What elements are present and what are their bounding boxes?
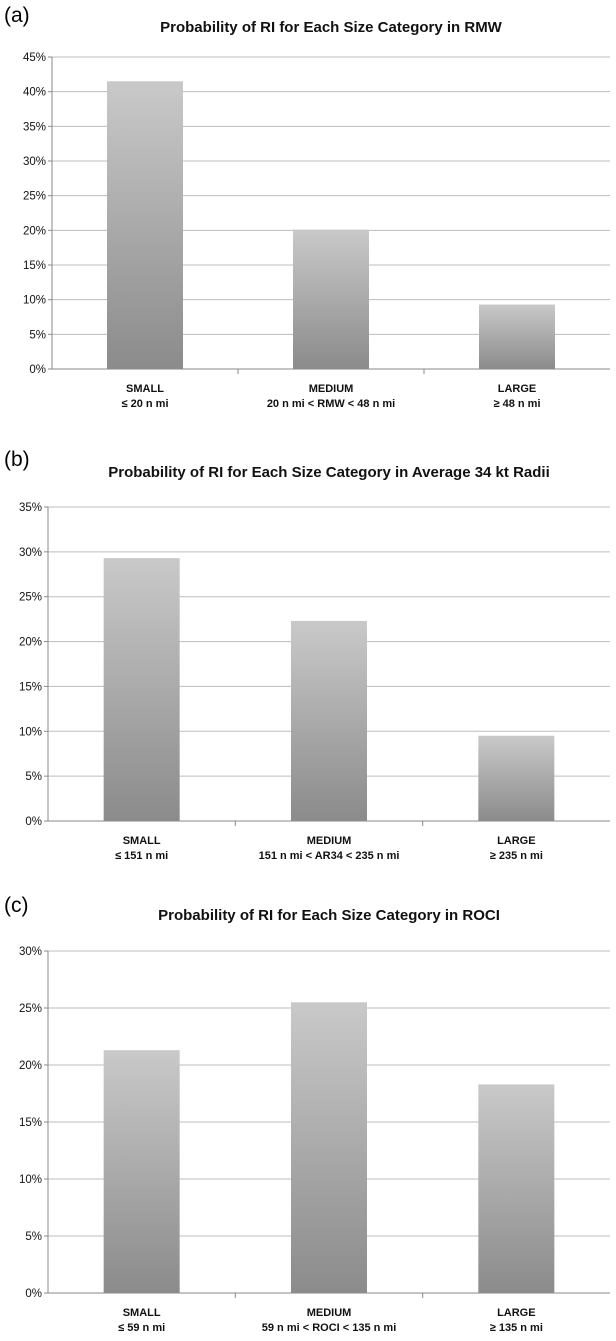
y-tick-label: 40% <box>23 87 46 99</box>
bar-small <box>107 81 183 370</box>
bar-large <box>479 304 555 369</box>
chart-title: Probability of RI for Each Size Category… <box>158 907 500 924</box>
bar-medium <box>291 620 367 821</box>
panel-label: (b) <box>4 448 30 471</box>
bar-large <box>478 1084 555 1293</box>
bar-small <box>103 558 180 821</box>
x-category-sublabel: 20 n mi < RMW < 48 n mi <box>267 398 395 410</box>
x-category-sublabel: ≤ 59 n mi <box>118 1322 165 1334</box>
x-category-label: LARGE <box>497 1307 536 1319</box>
y-tick-label: 10% <box>23 295 46 307</box>
y-tick-label: 30% <box>19 946 42 958</box>
y-tick-label: 35% <box>23 121 46 133</box>
y-tick-label: 0% <box>29 364 46 376</box>
panel-label: (a) <box>4 4 30 27</box>
y-tick-label: 25% <box>23 191 46 203</box>
y-tick-label: 0% <box>25 1288 42 1300</box>
y-tick-label: 10% <box>19 1174 42 1186</box>
x-category-sublabel: 151 n mi < AR34 < 235 n mi <box>259 850 400 862</box>
x-category-label: MEDIUM <box>309 383 354 395</box>
x-category-sublabel: ≥ 135 n mi <box>490 1322 543 1334</box>
x-category-label: LARGE <box>497 835 536 847</box>
x-category-label: SMALL <box>126 383 164 395</box>
y-tick-label: 5% <box>25 1231 42 1243</box>
y-tick-label: 5% <box>29 329 46 341</box>
chart-panel-1: (a) Probability of RI for Each Size Categ… <box>4 4 610 410</box>
x-category-sublabel: 59 n mi < ROCI < 135 n mi <box>262 1322 397 1334</box>
bar-large <box>478 735 555 821</box>
y-tick-label: 10% <box>19 726 42 738</box>
bar-medium <box>291 1002 367 1293</box>
x-category-label: MEDIUM <box>307 1307 352 1319</box>
y-tick-label: 25% <box>19 1003 42 1015</box>
y-tick-label: 15% <box>23 260 46 272</box>
x-category-label: SMALL <box>123 1307 161 1319</box>
chart-panel-2: (b) Probability of RI for Each Size Categ… <box>4 448 610 862</box>
y-tick-label: 20% <box>19 637 42 649</box>
y-tick-label: 20% <box>23 225 46 237</box>
y-tick-label: 30% <box>23 156 46 168</box>
y-tick-label: 35% <box>19 502 42 514</box>
y-tick-label: 15% <box>19 1117 42 1129</box>
x-category-sublabel: ≥ 235 n mi <box>490 850 543 862</box>
x-category-sublabel: ≥ 48 n mi <box>494 398 541 410</box>
x-category-sublabel: ≤ 151 n mi <box>115 850 168 862</box>
y-tick-label: 45% <box>23 52 46 64</box>
y-tick-label: 30% <box>19 547 42 559</box>
x-category-label: LARGE <box>498 383 537 395</box>
x-category-label: MEDIUM <box>307 835 352 847</box>
y-tick-label: 20% <box>19 1060 42 1072</box>
x-category-sublabel: ≤ 20 n mi <box>122 398 169 410</box>
bar-small <box>103 1050 180 1293</box>
chart-panel-3: (c) Probability of RI for Each Size Categ… <box>4 894 610 1334</box>
chart-title: Probability of RI for Each Size Category… <box>160 19 503 36</box>
y-tick-label: 25% <box>19 592 42 604</box>
chart-title: Probability of RI for Each Size Category… <box>108 464 550 481</box>
y-tick-label: 0% <box>25 816 42 828</box>
y-tick-label: 15% <box>19 681 42 693</box>
x-category-label: SMALL <box>123 835 161 847</box>
panel-label: (c) <box>4 894 29 917</box>
y-tick-label: 5% <box>25 771 42 783</box>
bar-medium <box>293 229 369 369</box>
